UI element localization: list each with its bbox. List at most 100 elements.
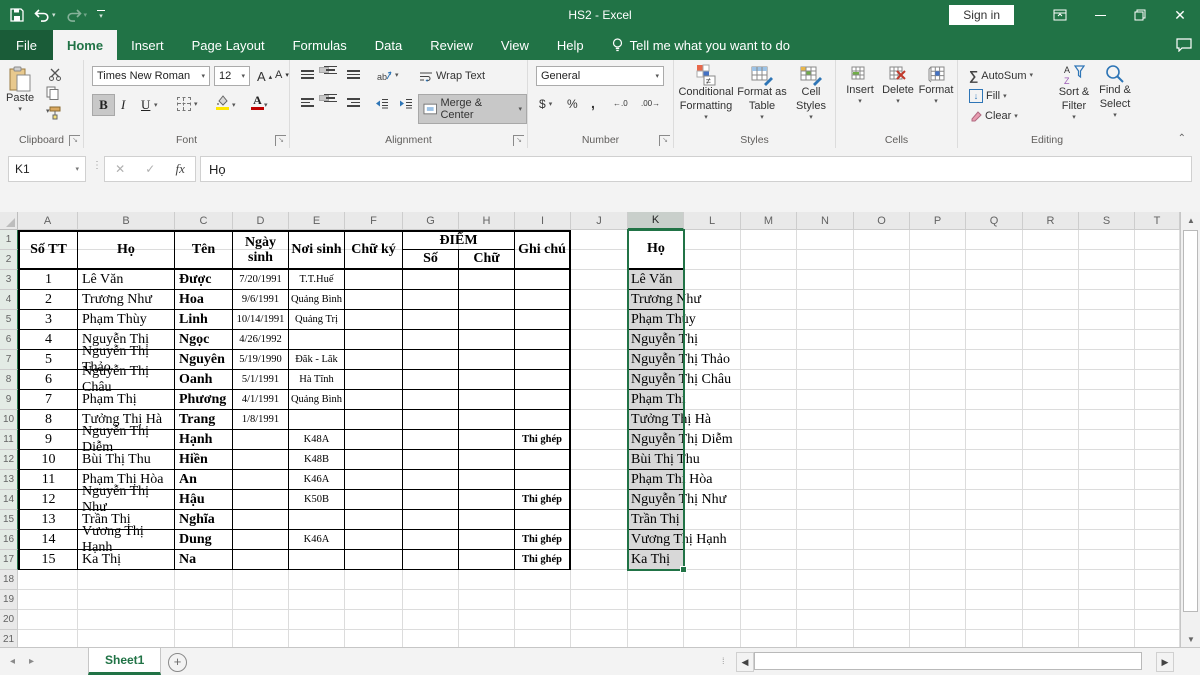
vertical-scroll-thumb[interactable] bbox=[1183, 230, 1198, 612]
cell-ngay-sinh[interactable] bbox=[233, 510, 289, 530]
cell-stt[interactable]: 1 bbox=[18, 270, 78, 290]
cell-chu-ky[interactable] bbox=[345, 470, 403, 490]
column-header-Q[interactable]: Q bbox=[966, 212, 1023, 230]
cell-ho[interactable]: Nguyễn Thị Như bbox=[78, 484, 175, 515]
feedback-comment-icon[interactable] bbox=[1176, 38, 1192, 52]
redo-button[interactable]: ▾ bbox=[66, 8, 87, 22]
bottom-align-button[interactable] bbox=[342, 67, 365, 82]
spreadsheet-grid[interactable]: A B C D E F G H I J K L M N O P Q R S T 1 2 3 4 5 6 7 8 9 10 11 12 13 14 1… bbox=[0, 212, 1180, 647]
merge-center-button[interactable]: Merge & Center ▾ bbox=[418, 94, 527, 124]
cell-diem-so[interactable] bbox=[403, 390, 459, 410]
cell-ten[interactable]: Na bbox=[175, 550, 233, 570]
cell-chu-ky[interactable] bbox=[345, 390, 403, 410]
cell-ho[interactable]: Trương Như bbox=[78, 290, 175, 310]
cell-stt[interactable]: 2 bbox=[18, 290, 78, 310]
center-button[interactable] bbox=[319, 93, 337, 103]
cell-ngay-sinh[interactable]: 5/19/1990 bbox=[233, 350, 289, 370]
cell-ghi-chu[interactable] bbox=[515, 350, 571, 370]
align-right-button[interactable] bbox=[342, 95, 365, 110]
cell-ten[interactable]: Dung bbox=[175, 530, 233, 550]
cell-diem-chu[interactable] bbox=[459, 510, 515, 530]
cell-chu-ky[interactable] bbox=[345, 450, 403, 470]
top-align-button[interactable] bbox=[296, 67, 319, 82]
decrease-decimal-button[interactable]: .00→ bbox=[641, 99, 661, 108]
cell-noi-sinh[interactable] bbox=[289, 510, 345, 530]
cell-diem-chu[interactable] bbox=[459, 490, 515, 510]
cell-ghi-chu[interactable]: Thi ghép bbox=[515, 550, 571, 570]
row-header-3[interactable]: 3 bbox=[0, 270, 18, 290]
cell-ghi-chu[interactable]: Thi ghép bbox=[515, 430, 571, 450]
cell-diem-chu[interactable] bbox=[459, 450, 515, 470]
new-sheet-button[interactable]: + bbox=[168, 653, 187, 672]
increase-font-size-button[interactable]: A ▴ bbox=[257, 69, 273, 84]
cell-stt[interactable]: 6 bbox=[18, 370, 78, 390]
row-header-10[interactable]: 10 bbox=[0, 410, 18, 430]
cell-ho[interactable]: Trần Thị bbox=[78, 510, 175, 530]
cell-ten[interactable]: Hoa bbox=[175, 290, 233, 310]
horizontal-scroll-thumb[interactable] bbox=[754, 652, 1142, 670]
customize-quick-access-icon[interactable]: ▾ bbox=[97, 9, 106, 20]
cell-stt[interactable]: 15 bbox=[18, 550, 78, 570]
row-header-12[interactable]: 12 bbox=[0, 450, 18, 470]
sheet-tab-sheet1[interactable]: Sheet1 bbox=[88, 648, 162, 675]
format-painter-button[interactable] bbox=[48, 106, 62, 120]
cell-diem-chu[interactable] bbox=[459, 530, 515, 550]
collapse-ribbon-button[interactable]: ⌃ bbox=[1177, 133, 1186, 144]
cell-ghi-chu[interactable] bbox=[515, 390, 571, 410]
underline-dropdown-icon[interactable]: ▾ bbox=[154, 102, 158, 109]
k-column-cell[interactable]: Nguyễn Thị bbox=[628, 330, 698, 350]
cell-ngay-sinh[interactable]: 7/20/1991 bbox=[233, 270, 289, 290]
cell-diem-so[interactable] bbox=[403, 350, 459, 370]
alignment-dialog-launcher[interactable]: ↘ bbox=[513, 135, 524, 146]
cell-ghi-chu[interactable]: Thi ghép bbox=[515, 490, 571, 510]
cell-diem-so[interactable] bbox=[403, 510, 459, 530]
cell-stt[interactable]: 12 bbox=[18, 490, 78, 510]
cell-ten[interactable]: Ngọc bbox=[175, 330, 233, 350]
header-cell-diem-so[interactable]: Số bbox=[403, 250, 459, 270]
cell-ho[interactable]: Vương Thị Hạnh bbox=[78, 524, 175, 555]
column-header-S[interactable]: S bbox=[1079, 212, 1135, 230]
cell-diem-so[interactable] bbox=[403, 550, 459, 570]
cell-ngay-sinh[interactable] bbox=[233, 530, 289, 550]
cell-stt[interactable]: 7 bbox=[18, 390, 78, 410]
column-header-T[interactable]: T bbox=[1135, 212, 1180, 230]
cell-ho[interactable]: Nguyễn Thị bbox=[78, 330, 175, 350]
column-header-B[interactable]: B bbox=[78, 212, 175, 230]
cell-ghi-chu[interactable]: Thi ghép bbox=[515, 530, 571, 550]
fill-button[interactable]: ↓ Fill ▾ bbox=[964, 86, 1012, 106]
cell-ghi-chu[interactable] bbox=[515, 270, 571, 290]
cell-ten[interactable]: Hậu bbox=[175, 490, 233, 510]
italic-button[interactable]: I bbox=[121, 97, 126, 112]
cell-ten[interactable]: Nghĩa bbox=[175, 510, 233, 530]
scroll-down-icon[interactable]: ▼ bbox=[1182, 631, 1200, 647]
k-column-cell[interactable]: Ka Thị bbox=[628, 550, 684, 570]
cell-diem-so[interactable] bbox=[403, 530, 459, 550]
cancel-icon[interactable]: ✕ bbox=[115, 162, 126, 176]
header-cell-ten[interactable]: Tên bbox=[175, 230, 233, 270]
cell-diem-chu[interactable] bbox=[459, 290, 515, 310]
row-header-14[interactable]: 14 bbox=[0, 490, 18, 510]
cell-diem-chu[interactable] bbox=[459, 390, 515, 410]
cell-ngay-sinh[interactable] bbox=[233, 550, 289, 570]
cell-ho[interactable]: Phạm Thị Hòa bbox=[78, 470, 175, 490]
cell-chu-ky[interactable] bbox=[345, 490, 403, 510]
cell-diem-chu[interactable] bbox=[459, 550, 515, 570]
row-header-9[interactable]: 9 bbox=[0, 390, 18, 410]
column-header-R[interactable]: R bbox=[1023, 212, 1079, 230]
comma-style-button[interactable]: , bbox=[591, 95, 595, 111]
tab-home[interactable]: Home bbox=[52, 30, 118, 60]
conditional-formatting-button[interactable]: ≠ Conditional Formatting ▾ bbox=[678, 64, 734, 121]
cell-ngay-sinh[interactable]: 4/1/1991 bbox=[233, 390, 289, 410]
number-format-select[interactable]: General ▾ bbox=[536, 66, 664, 86]
cell-chu-ky[interactable] bbox=[345, 330, 403, 350]
cut-button[interactable] bbox=[48, 68, 63, 81]
cell-stt[interactable]: 13 bbox=[18, 510, 78, 530]
k-column-cell[interactable]: Phạm Thị bbox=[628, 390, 686, 410]
accounting-format-button[interactable]: $ ▾ bbox=[539, 97, 553, 111]
name-box[interactable]: K1 ▾ bbox=[8, 156, 86, 182]
cell-ngay-sinh[interactable]: 10/14/1991 bbox=[233, 310, 289, 330]
increase-decimal-button[interactable]: ←.0 bbox=[613, 99, 628, 108]
scroll-left-icon[interactable]: ◀ bbox=[736, 652, 754, 672]
k-column-cell[interactable]: Bùi Thị Thu bbox=[628, 450, 700, 470]
row-header-17[interactable]: 17 bbox=[0, 550, 18, 570]
